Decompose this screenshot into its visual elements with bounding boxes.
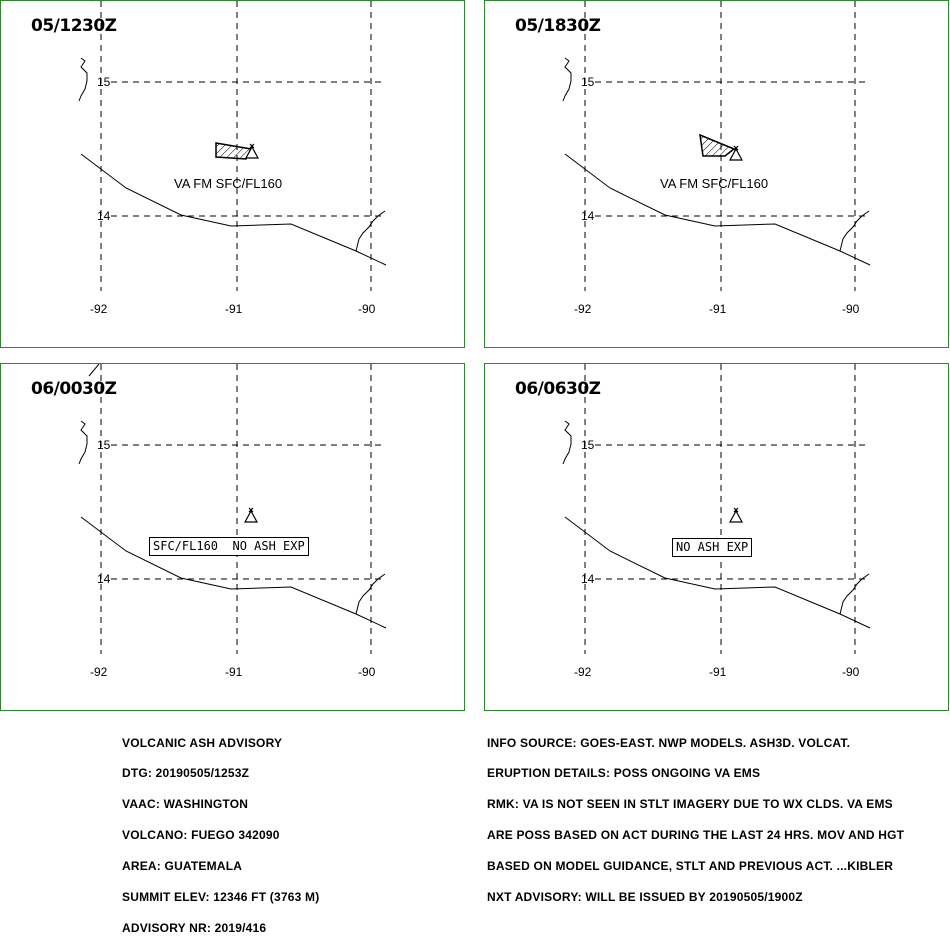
advisory-line: ERUPTION DETAILS: POSS ONGOING VA EMS (487, 766, 761, 781)
lat-label-14: 14 (97, 209, 111, 223)
lon-label-90: -90 (842, 665, 860, 679)
coastline (78, 364, 387, 629)
va-height-label: VA FM SFC/FL160 (660, 176, 769, 191)
advisory-line: ADVISORY NR: 2019/416 (122, 920, 267, 935)
lon-label-91: -91 (225, 665, 243, 679)
lon-label-90: -90 (358, 665, 376, 679)
advisory-info-right: INFO SOURCE: GOES-EAST. NWP MODELS. ASH3… (487, 717, 904, 913)
lat-label-15: 15 (97, 438, 111, 452)
advisory-line: VAAC: WASHINGTON (122, 797, 249, 812)
map-panel-3: 15 14 -92 -91 -90 06/0030Z SFC/FL160 NO … (0, 363, 465, 711)
advisory-info-left: VOLCANIC ASH ADVISORY DTG: 20190505/1253… (122, 717, 319, 944)
graticule (100, 364, 386, 654)
lat-label-15: 15 (97, 75, 111, 89)
lat-label-15: 15 (581, 438, 595, 452)
map-canvas: 15 14 -92 -91 -90 (562, 364, 871, 679)
ash-cloud-polygon (699, 133, 736, 157)
lon-label-91: -91 (709, 665, 727, 679)
panel-time: 05/1830Z (515, 16, 601, 36)
advisory-line: ARE POSS BASED ON ACT DURING THE LAST 24… (487, 828, 905, 843)
graticule (100, 1, 386, 291)
advisory-line: RMK: VA IS NOT SEEN IN STLT IMAGERY DUE … (487, 797, 893, 812)
panel-time: 05/1230Z (31, 16, 117, 36)
volcano-triangle-icon (243, 507, 259, 523)
lon-label-91: -91 (225, 302, 243, 316)
advisory-line: INFO SOURCE: GOES-EAST. NWP MODELS. ASH3… (487, 735, 851, 750)
advisory-line: NXT ADVISORY: WILL BE ISSUED BY 20190505… (487, 890, 803, 905)
volcano-triangle-icon (728, 145, 744, 161)
map-canvas: 15 14 -92 -91 -90 (78, 364, 387, 679)
map-canvas: 15 14 -92 -91 -90 (78, 1, 387, 316)
advisory-line: VOLCANO: FUEGO 342090 (122, 828, 280, 843)
map-panel-2: 15 14 -92 -91 -90 05/1830Z VA FM SFC/FL1… (484, 0, 949, 348)
map-panel-4: 15 14 -92 -91 -90 06/0630Z NO ASH EXP (484, 363, 949, 711)
advisory-line: AREA: GUATEMALA (122, 859, 243, 874)
lon-label-90: -90 (358, 302, 376, 316)
lon-label-92: -92 (90, 302, 108, 316)
no-ash-label: SFC/FL160 NO ASH EXP (149, 537, 309, 556)
advisory-line: SUMMIT ELEV: 12346 FT (3763 M) (122, 890, 320, 905)
lon-label-92: -92 (574, 302, 592, 316)
volcano-triangle-icon (244, 143, 260, 159)
lat-label-14: 14 (97, 572, 111, 586)
advisory-line: VOLCANIC ASH ADVISORY (122, 735, 283, 750)
advisory-line: DTG: 20190505/1253Z (122, 766, 250, 781)
lon-label-92: -92 (574, 665, 592, 679)
advisory-line: BASED ON MODEL GUIDANCE, STLT AND PREVIO… (487, 859, 894, 874)
lon-label-90: -90 (842, 302, 860, 316)
map-canvas: 15 14 -92 -91 -90 (562, 1, 871, 316)
lat-label-14: 14 (581, 209, 595, 223)
lat-label-15: 15 (581, 75, 595, 89)
lat-label-14: 14 (581, 572, 595, 586)
panel-time: 06/0630Z (515, 379, 601, 399)
lon-label-92: -92 (90, 665, 108, 679)
panel-time: 06/0030Z (31, 379, 117, 399)
ash-cloud-polygon (215, 142, 253, 160)
volcano-triangle-icon (728, 507, 744, 523)
coastline (562, 57, 871, 266)
graticule (584, 364, 870, 654)
lon-label-91: -91 (709, 302, 727, 316)
no-ash-label: NO ASH EXP (672, 538, 753, 557)
coastline (78, 1, 387, 266)
va-height-label: VA FM SFC/FL160 (174, 176, 283, 191)
map-panel-1: 15 14 -92 -91 -90 05/1230Z VA FM SFC/FL1… (0, 0, 465, 348)
coastline (562, 420, 871, 629)
